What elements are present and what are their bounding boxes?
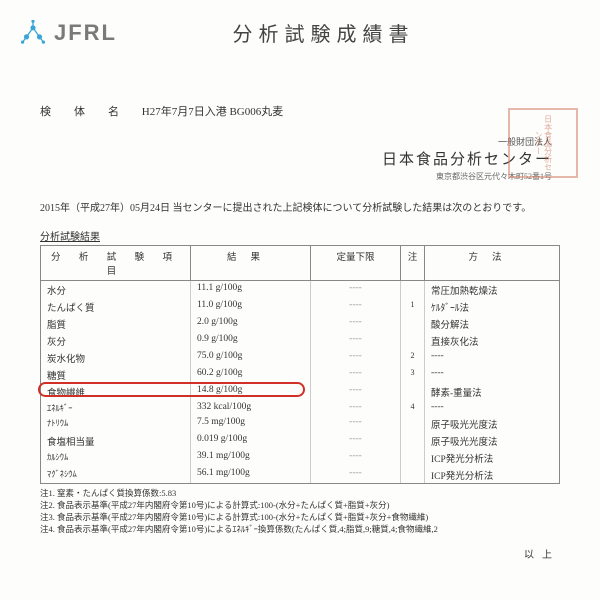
cell-lower: ---- [311, 400, 401, 415]
cell-result: 60.2 g/100g [191, 366, 311, 383]
cell-item: ｶﾙｼｳﾑ [41, 449, 191, 466]
sample-label: 検 体 名 [40, 106, 125, 118]
cell-method: ---- [425, 366, 559, 383]
cell-lower: ---- [311, 383, 401, 400]
cell-method: ---- [425, 400, 559, 415]
footnote-line: 注1. 窒素・たんぱく質換算係数:5.83 [40, 488, 560, 500]
cell-note [401, 332, 425, 349]
official-stamp: 日本食品分析センター [508, 108, 578, 178]
col-item: 分 析 試 験 項 目 [41, 246, 191, 280]
jfrl-logo-icon [20, 20, 46, 46]
table-row: ｶﾙｼｳﾑ39.1 mg/100g---- ICP発光分析法 [41, 449, 559, 466]
cell-method: ｹﾙﾀﾞｰﾙ法 [425, 298, 559, 315]
table-body: 水分11.1 g/100g----常圧加熱乾燥法たんぱく質11.0 g/100g… [41, 281, 559, 483]
cell-method: 原子吸光光度法 [425, 432, 559, 449]
cell-result: 2.0 g/100g [191, 315, 311, 332]
table-row: 水分11.1 g/100g---- 常圧加熱乾燥法 [41, 281, 559, 298]
cell-note: 1 [401, 298, 425, 315]
col-method: 方法 [425, 246, 559, 280]
cell-lower: ---- [311, 281, 401, 298]
cell-item: 炭水化物 [41, 349, 191, 366]
cell-item: 糖質 [41, 366, 191, 383]
results-table: 分 析 試 験 項 目 結果 定量下限 注 方法 水分11.1 g/100g--… [40, 245, 560, 484]
table-header: 分 析 試 験 項 目 結果 定量下限 注 方法 [41, 246, 559, 281]
intro-text: 2015年（平成27年）05月24日 当センターに提出された上記検体について分析… [0, 199, 600, 214]
cell-note [401, 281, 425, 298]
col-result: 結果 [191, 246, 311, 280]
cell-method: ICP発光分析法 [425, 466, 559, 483]
cell-method: 直接灰化法 [425, 332, 559, 349]
cell-result: 56.1 mg/100g [191, 466, 311, 483]
table-row: 脂質2.0 g/100g---- 酸分解法 [41, 315, 559, 332]
cell-result: 0.019 g/100g [191, 432, 311, 449]
table-row: 糖質60.2 g/100g----3---- [41, 366, 559, 383]
cell-note [401, 449, 425, 466]
header: JFRL 分析試験成績書 [0, 0, 600, 57]
table-row: ﾏｸﾞﾈｼｳﾑ56.1 mg/100g---- ICP発光分析法 [41, 466, 559, 483]
footer-text: 以上 [0, 540, 600, 561]
table-row: たんぱく質11.0 g/100g----1ｹﾙﾀﾞｰﾙ法 [41, 298, 559, 315]
footnote-line: 注2. 食品表示基準(平成27年内閣府令第10号)による計算式:100-(水分+… [40, 500, 560, 512]
cell-lower: ---- [311, 332, 401, 349]
footnotes: 注1. 窒素・たんぱく質換算係数:5.83注2. 食品表示基準(平成27年内閣府… [0, 484, 600, 540]
cell-method: 酸分解法 [425, 315, 559, 332]
cell-note [401, 383, 425, 400]
table-row: 炭水化物75.0 g/100g----2---- [41, 349, 559, 366]
cell-method: ---- [425, 349, 559, 366]
cell-lower: ---- [311, 349, 401, 366]
cell-note: 2 [401, 349, 425, 366]
cell-note [401, 466, 425, 483]
cell-lower: ---- [311, 415, 401, 432]
cell-result: 11.1 g/100g [191, 281, 311, 298]
cell-item: 灰分 [41, 332, 191, 349]
cell-method: 原子吸光光度法 [425, 415, 559, 432]
cell-note: 3 [401, 366, 425, 383]
cell-lower: ---- [311, 466, 401, 483]
cell-note [401, 315, 425, 332]
cell-item: 水分 [41, 281, 191, 298]
cell-lower: ---- [311, 298, 401, 315]
cell-method: ICP発光分析法 [425, 449, 559, 466]
table-row: 灰分0.9 g/100g---- 直接灰化法 [41, 332, 559, 349]
cell-lower: ---- [311, 366, 401, 383]
cell-lower: ---- [311, 315, 401, 332]
cell-method: 酵素-重量法 [425, 383, 559, 400]
cell-item: 食物繊維 [41, 383, 191, 400]
cell-result: 7.5 mg/100g [191, 415, 311, 432]
table-row: ﾅﾄﾘｳﾑ7.5 mg/100g---- 原子吸光光度法 [41, 415, 559, 432]
cell-result: 39.1 mg/100g [191, 449, 311, 466]
cell-item: ﾅﾄﾘｳﾑ [41, 415, 191, 432]
document-title: 分析試験成績書 [67, 18, 580, 47]
cell-item: たんぱく質 [41, 298, 191, 315]
cell-item: 脂質 [41, 315, 191, 332]
cell-result: 332 kcal/100g [191, 400, 311, 415]
col-note: 注 [401, 246, 425, 280]
sample-value: H27年7月7日入港 BG006丸麦 [142, 106, 283, 118]
cell-method: 常圧加熱乾燥法 [425, 281, 559, 298]
table-row: ｴﾈﾙｷﾞｰ332 kcal/100g----4---- [41, 400, 559, 415]
cell-note [401, 415, 425, 432]
cell-lower: ---- [311, 432, 401, 449]
cell-result: 0.9 g/100g [191, 332, 311, 349]
cell-item: ｴﾈﾙｷﾞｰ [41, 400, 191, 415]
col-lower: 定量下限 [311, 246, 401, 280]
table-row: 食塩相当量0.019 g/100g---- 原子吸光光度法 [41, 432, 559, 449]
cell-lower: ---- [311, 449, 401, 466]
section-title: 分析試験結果 [0, 228, 600, 243]
table-row: 食物繊維14.8 g/100g---- 酵素-重量法 [41, 383, 559, 400]
cell-note [401, 432, 425, 449]
footnote-line: 注4. 食品表示基準(平成27年内閣府令第10号)によるｴﾈﾙｷﾞｰ換算係数(た… [40, 524, 560, 536]
cell-item: ﾏｸﾞﾈｼｳﾑ [41, 466, 191, 483]
cell-result: 14.8 g/100g [191, 383, 311, 400]
cell-note: 4 [401, 400, 425, 415]
cell-result: 11.0 g/100g [191, 298, 311, 315]
footnote-line: 注3. 食品表示基準(平成27年内閣府令第10号)による計算式:100-(水分+… [40, 512, 560, 524]
cell-item: 食塩相当量 [41, 432, 191, 449]
cell-result: 75.0 g/100g [191, 349, 311, 366]
